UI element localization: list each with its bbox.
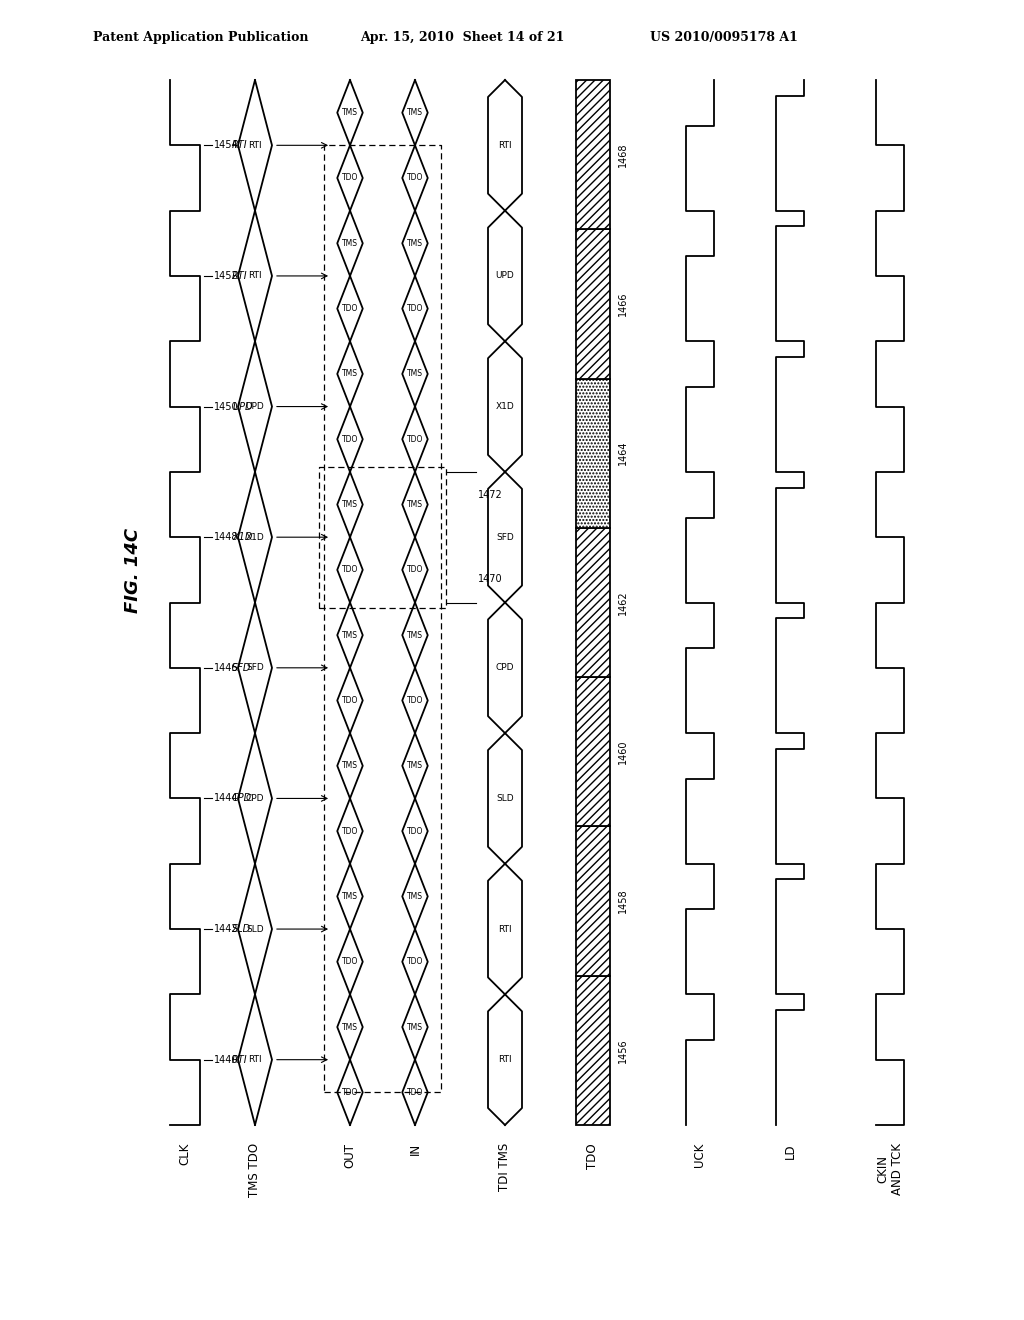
Text: 1470: 1470 xyxy=(478,574,503,585)
Text: RTI: RTI xyxy=(232,1055,248,1065)
Text: 1442: 1442 xyxy=(214,924,239,935)
Text: TMS: TMS xyxy=(342,370,358,379)
Text: TDO: TDO xyxy=(587,1143,599,1168)
Text: X1D: X1D xyxy=(496,403,514,411)
Text: TMS: TMS xyxy=(407,892,423,902)
Text: TDO: TDO xyxy=(342,696,358,705)
Text: TDI TMS: TDI TMS xyxy=(499,1143,512,1191)
Text: TMS: TMS xyxy=(342,500,358,510)
Text: TDO: TDO xyxy=(407,173,423,182)
Text: RTI: RTI xyxy=(499,141,512,149)
Text: TMS: TMS xyxy=(407,762,423,771)
Text: RTI: RTI xyxy=(232,271,248,281)
Text: TDO: TDO xyxy=(407,696,423,705)
Text: 1466: 1466 xyxy=(618,292,628,317)
Text: SLD: SLD xyxy=(497,793,514,803)
Text: 1472: 1472 xyxy=(478,490,503,500)
Text: UPD: UPD xyxy=(496,272,514,280)
Text: RTI: RTI xyxy=(248,1055,262,1064)
Text: TMS: TMS xyxy=(342,108,358,117)
Text: TDO: TDO xyxy=(342,1088,358,1097)
Text: TDO: TDO xyxy=(342,434,358,444)
Text: Apr. 15, 2010  Sheet 14 of 21: Apr. 15, 2010 Sheet 14 of 21 xyxy=(360,30,564,44)
Text: TDO: TDO xyxy=(342,565,358,574)
Text: TMS: TMS xyxy=(407,108,423,117)
Text: TMS TDO: TMS TDO xyxy=(249,1143,261,1197)
Text: RTI: RTI xyxy=(248,141,262,149)
Bar xyxy=(575,379,610,528)
Text: 1460: 1460 xyxy=(618,739,628,764)
Text: TDO: TDO xyxy=(407,1088,423,1097)
Text: SFD: SFD xyxy=(496,533,514,541)
Text: TMS: TMS xyxy=(342,631,358,640)
Text: CPD: CPD xyxy=(232,793,252,804)
Text: US 2010/0095178 A1: US 2010/0095178 A1 xyxy=(650,30,798,44)
Text: TDO: TDO xyxy=(407,434,423,444)
Text: 1440: 1440 xyxy=(214,1055,239,1065)
Text: RTI: RTI xyxy=(499,1055,512,1064)
Bar xyxy=(575,677,610,826)
Text: LD: LD xyxy=(783,1143,797,1159)
Text: CPD: CPD xyxy=(496,664,514,672)
Text: RTI: RTI xyxy=(232,140,248,150)
Text: TDO: TDO xyxy=(342,304,358,313)
Bar xyxy=(575,81,610,230)
Bar xyxy=(575,230,610,379)
Text: Patent Application Publication: Patent Application Publication xyxy=(93,30,308,44)
Text: 1450: 1450 xyxy=(214,401,239,412)
Text: CLK: CLK xyxy=(178,1143,191,1166)
Text: 1458: 1458 xyxy=(618,888,628,913)
Text: TDO: TDO xyxy=(407,957,423,966)
Text: TMS: TMS xyxy=(342,239,358,248)
Text: TDO: TDO xyxy=(342,957,358,966)
Text: X1D: X1D xyxy=(232,532,252,543)
Text: SFD: SFD xyxy=(232,663,251,673)
Text: TMS: TMS xyxy=(342,762,358,771)
Text: RTI: RTI xyxy=(248,272,262,280)
Text: TMS: TMS xyxy=(407,239,423,248)
Text: FIG. 14C: FIG. 14C xyxy=(124,528,142,612)
Text: OUT: OUT xyxy=(343,1143,356,1168)
Text: TMS: TMS xyxy=(342,1023,358,1031)
Text: CPD: CPD xyxy=(246,793,264,803)
Text: UCK: UCK xyxy=(693,1143,707,1167)
Text: TMS: TMS xyxy=(407,631,423,640)
Text: 1452: 1452 xyxy=(214,271,239,281)
Text: SLD: SLD xyxy=(246,924,264,933)
Text: TDO: TDO xyxy=(407,826,423,836)
Text: UPD: UPD xyxy=(246,403,264,411)
Text: TDO: TDO xyxy=(342,173,358,182)
Text: X1D: X1D xyxy=(246,533,264,541)
Text: TMS: TMS xyxy=(342,892,358,902)
Text: TDO: TDO xyxy=(407,565,423,574)
Text: TMS: TMS xyxy=(407,500,423,510)
Bar xyxy=(575,975,610,1125)
Text: SLD: SLD xyxy=(232,924,251,935)
Text: UPD: UPD xyxy=(232,401,253,412)
Text: TMS: TMS xyxy=(407,370,423,379)
Text: 1468: 1468 xyxy=(618,143,628,166)
Text: SFD: SFD xyxy=(246,664,264,672)
Bar xyxy=(575,826,610,975)
Text: 1454: 1454 xyxy=(214,140,239,150)
Text: TMS: TMS xyxy=(407,1023,423,1031)
Text: TDO: TDO xyxy=(342,826,358,836)
Text: CKIN
AND TCK: CKIN AND TCK xyxy=(876,1143,904,1195)
Text: TDO: TDO xyxy=(407,304,423,313)
Text: RTI: RTI xyxy=(499,924,512,933)
Text: 1456: 1456 xyxy=(618,1038,628,1063)
Text: 1446: 1446 xyxy=(214,663,239,673)
Text: 1444: 1444 xyxy=(214,793,239,804)
Text: IN: IN xyxy=(409,1143,422,1155)
Text: 1464: 1464 xyxy=(618,441,628,466)
Text: 1462: 1462 xyxy=(618,590,628,615)
Bar xyxy=(575,528,610,677)
Text: 1448: 1448 xyxy=(214,532,239,543)
